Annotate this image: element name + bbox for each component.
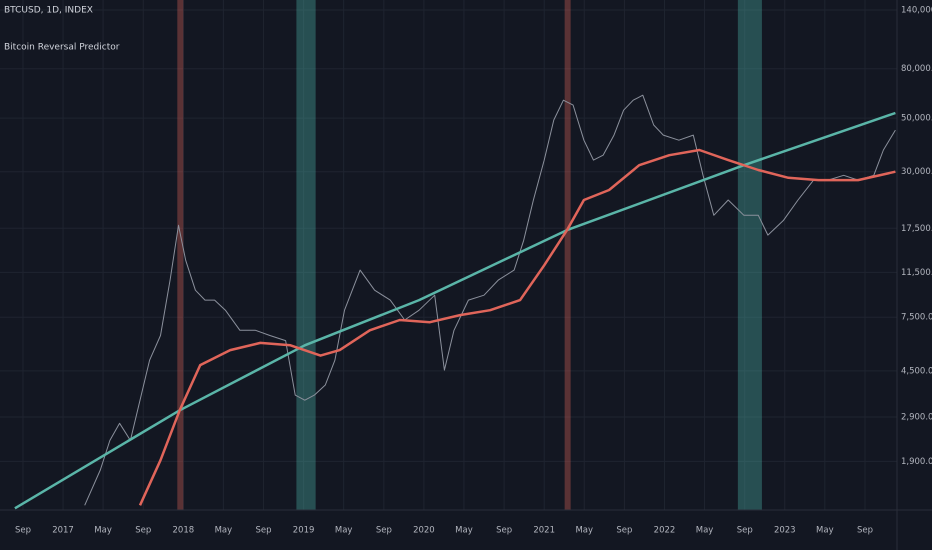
x-tick-label: 2019 [293,526,315,536]
x-tick-label: May [816,526,834,536]
y-tick-label: 11,500.00 [901,268,932,278]
x-tick-label: Sep [135,526,151,536]
x-tick-label: Sep [737,526,753,536]
x-tick-label: 2020 [413,526,435,536]
y-tick-label: 7,500.00 [901,313,932,323]
x-tick-label: 2018 [173,526,195,536]
x-tick-label: May [335,526,353,536]
x-tick-label: May [455,526,473,536]
x-tick-label: Sep [857,526,873,536]
x-tick-label: 2022 [654,526,676,536]
y-tick-label: 30,000.00 [901,167,932,177]
highlight-band [177,0,184,510]
x-tick-label: May [215,526,233,536]
y-tick-label: 1,900.00 [901,457,932,467]
highlight-band [564,0,571,510]
y-tick-label: 4,500.00 [901,366,932,376]
highlight-band [296,0,316,510]
highlight-band [737,0,762,510]
x-tick-label: Sep [496,526,512,536]
chart-subtitle: Bitcoin Reversal Predictor [4,43,120,53]
x-tick-label: Sep [256,526,272,536]
y-tick-label: 140,000.00 [901,6,932,16]
x-tick-label: May [696,526,714,536]
x-tick-label: 2017 [52,526,74,536]
x-tick-label: Sep [616,526,632,536]
y-tick-label: 17,500.00 [901,224,932,234]
x-tick-label: 2023 [774,526,796,536]
x-tick-label: 2021 [533,526,555,536]
x-tick-label: Sep [376,526,392,536]
x-tick-label: May [94,526,112,536]
y-tick-label: 50,000.00 [901,114,932,124]
x-tick-label: Sep [15,526,31,536]
chart-title: BTCUSD, 1D, INDEX [4,6,93,16]
y-tick-label: 2,900.00 [901,412,932,422]
y-tick-label: 80,000.00 [901,64,932,74]
x-tick-label: May [575,526,593,536]
series-line [84,94,896,506]
series-line [138,148,896,506]
